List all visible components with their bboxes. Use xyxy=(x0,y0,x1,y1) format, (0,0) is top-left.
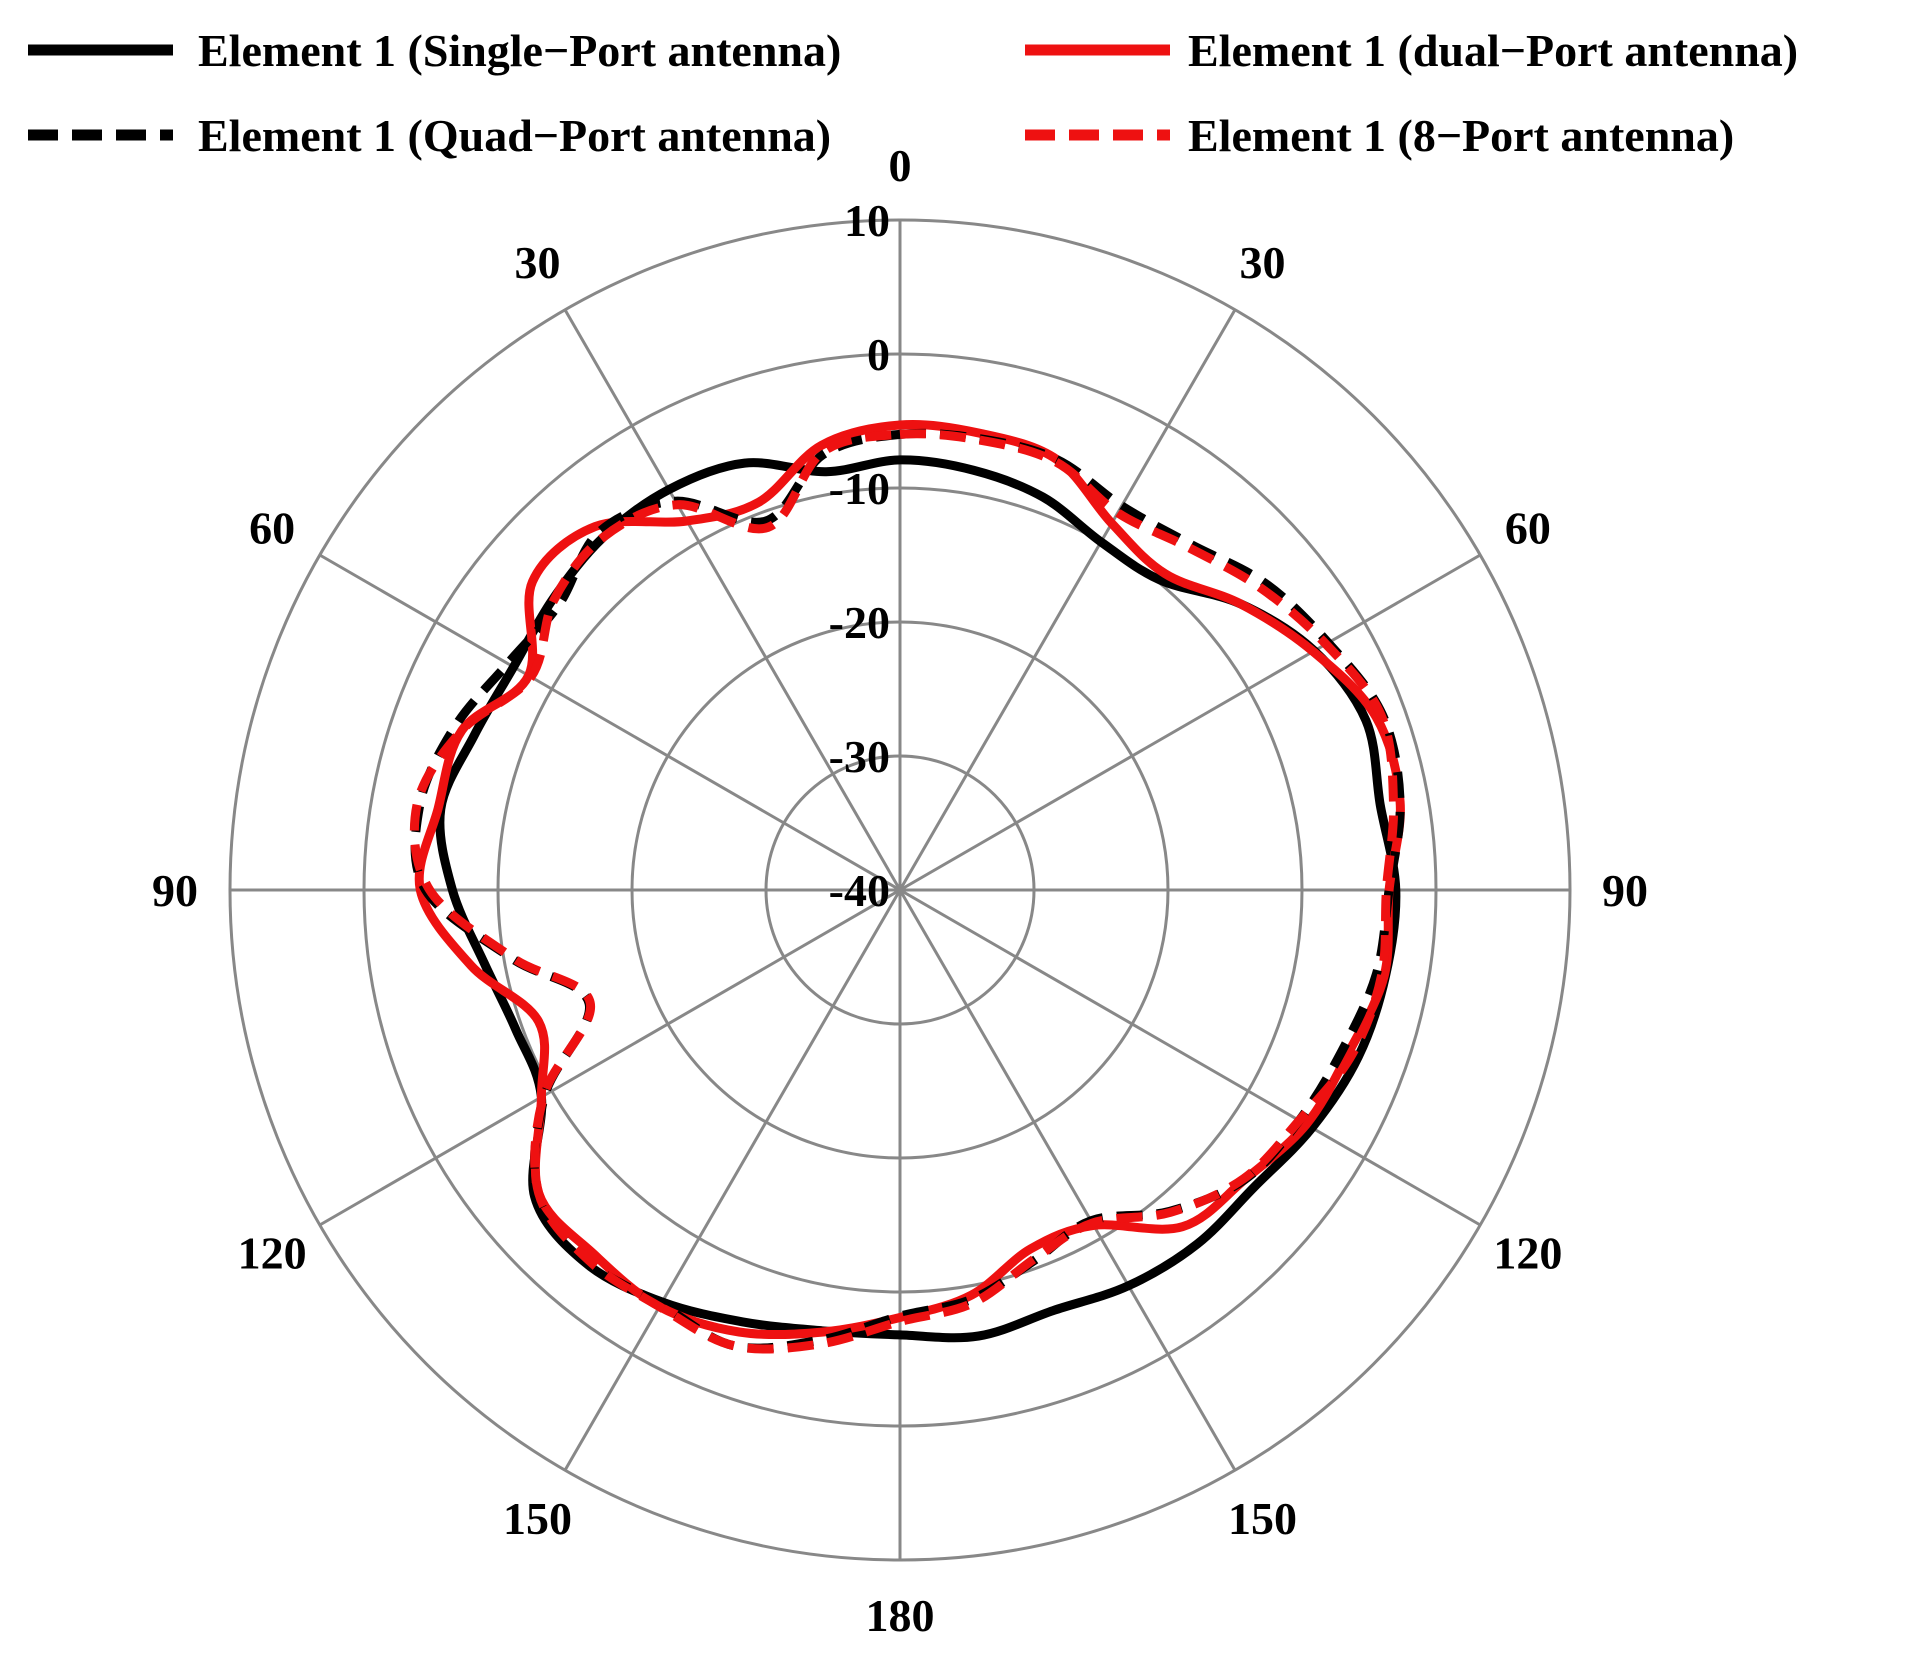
angular-tick-label: 150 xyxy=(1228,1493,1297,1544)
grid-spoke-330 xyxy=(563,309,902,891)
angular-grid-spokes xyxy=(230,220,1570,1560)
angular-tick-label: 30 xyxy=(1240,237,1286,288)
angular-tick-label: 180 xyxy=(866,1590,935,1641)
angular-tick-label: 0 xyxy=(889,140,912,191)
grid-spoke-60 xyxy=(899,553,1481,892)
legend: Element 1 (Single−Port antenna) Element 1… xyxy=(28,25,1798,161)
grid-spoke-150 xyxy=(898,889,1237,1471)
series-line-2 xyxy=(414,420,1405,1340)
angular-tick-label: 150 xyxy=(503,1493,572,1544)
grid-spoke-210 xyxy=(563,889,902,1471)
angular-tick-label: 90 xyxy=(152,865,198,916)
angular-tick-label: 30 xyxy=(515,237,561,288)
legend-label-2: Element 1 (dual−Port antenna) xyxy=(1188,25,1798,76)
angular-tick-label: 60 xyxy=(1505,503,1551,554)
radial-tick-label: 0 xyxy=(867,329,890,380)
series-line-4 xyxy=(409,429,1399,1354)
angular-tick-labels: 0 30 60 90 120 150 180 150 120 90 60 30 xyxy=(152,140,1648,1641)
radial-tick-label: 10 xyxy=(844,195,890,246)
angular-tick-label: 120 xyxy=(238,1228,307,1279)
legend-label-1: Element 1 (Single−Port antenna) xyxy=(198,25,841,76)
grid-spoke-120 xyxy=(899,888,1481,1227)
radial-tick-label: -40 xyxy=(829,865,890,916)
angular-tick-label: 120 xyxy=(1493,1228,1562,1279)
legend-label-3: Element 1 (Quad−Port antenna) xyxy=(198,110,831,161)
radial-tick-label: -10 xyxy=(829,463,890,514)
radial-tick-label: -20 xyxy=(829,597,890,648)
grid-spoke-30 xyxy=(898,309,1237,891)
angular-tick-label: 90 xyxy=(1602,865,1648,916)
series-layer xyxy=(409,420,1405,1354)
grid-spoke-240 xyxy=(319,888,901,1227)
angular-tick-label: 60 xyxy=(249,503,295,554)
radial-tick-label: -30 xyxy=(829,731,890,782)
radial-tick-labels: 10 0 -10 -20 -30 -40 xyxy=(829,195,890,916)
grid-spoke-300 xyxy=(319,553,901,892)
legend-label-4: Element 1 (8−Port antenna) xyxy=(1188,110,1734,161)
